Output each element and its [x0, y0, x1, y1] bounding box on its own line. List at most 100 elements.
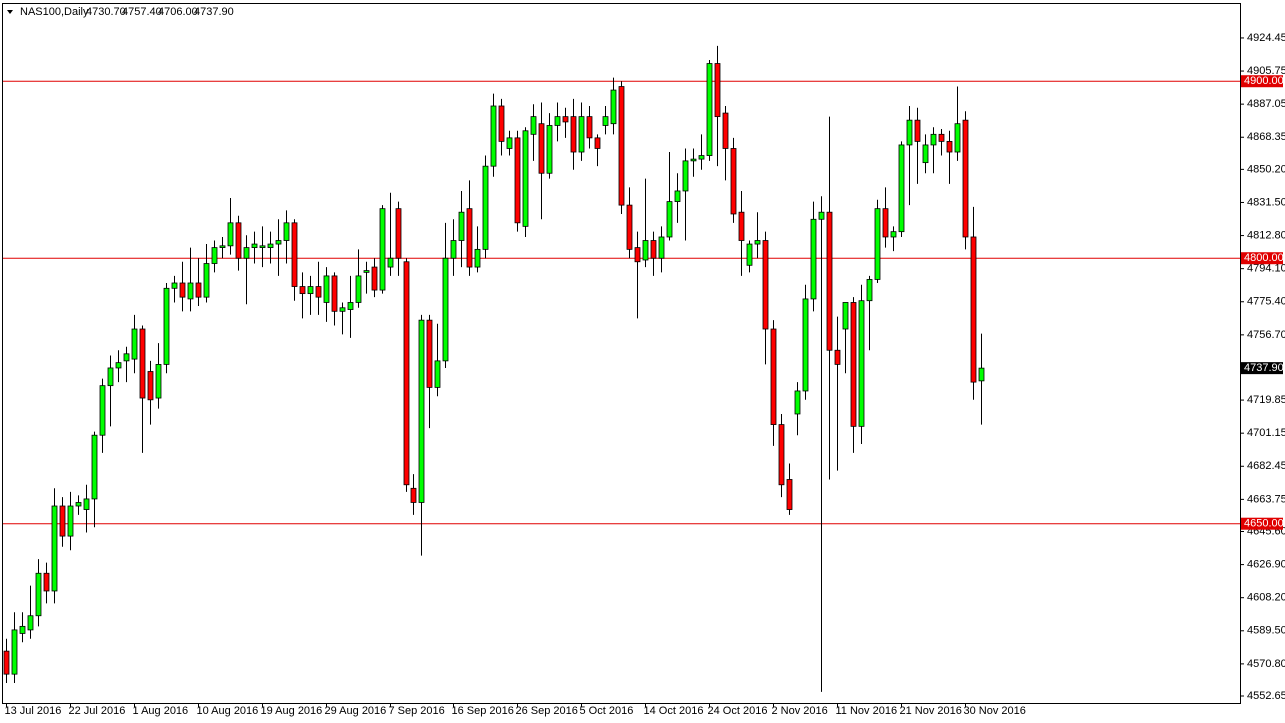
bull-body [99, 385, 106, 436]
bull-body [434, 360, 441, 388]
level-box [1241, 517, 1283, 530]
y-tick-label: 4756.70 [1247, 329, 1285, 341]
bull-body [818, 211, 825, 220]
x-tick-label: 11 Nov 2016 [836, 705, 898, 717]
bear-body [786, 479, 793, 510]
bull-body [107, 367, 114, 387]
bull-body [754, 240, 761, 245]
x-tick-label: 10 Aug 2016 [197, 705, 259, 717]
x-tick-label: 16 Sep 2016 [452, 705, 514, 717]
y-tick-label: 4626.90 [1247, 558, 1285, 570]
bull-body [211, 247, 218, 264]
bear-body [650, 240, 657, 259]
bear-body [59, 505, 66, 537]
bear-body [730, 148, 737, 215]
bull-body [666, 201, 673, 238]
bull-body [355, 275, 362, 303]
bear-body [371, 266, 378, 291]
bull-body [123, 353, 130, 362]
bear-body [426, 319, 433, 388]
level-label: 4900.00 [1244, 75, 1284, 87]
bear-body [778, 424, 785, 486]
bull-body [251, 243, 258, 248]
bear-body [826, 211, 833, 351]
x-tick-label: 7 Sep 2016 [389, 705, 445, 717]
y-tick-label: 4589.50 [1247, 625, 1285, 637]
bull-body [379, 208, 386, 291]
bull-body [243, 247, 250, 259]
bear-body [395, 208, 402, 259]
y-tick-label: 4552.65 [1247, 690, 1285, 702]
x-tick-label: 5 Oct 2016 [580, 705, 634, 717]
bear-body [139, 328, 146, 399]
bear-body [43, 572, 50, 592]
bull-body [530, 116, 537, 135]
bear-body [962, 119, 969, 238]
plot-frame [2, 3, 1241, 704]
level-label: 4800.00 [1244, 252, 1284, 264]
bull-body [418, 319, 425, 503]
bear-body [195, 282, 202, 298]
bull-body [642, 240, 649, 261]
x-tick-label: 22 Jul 2016 [69, 705, 126, 717]
y-tick-label: 4868.35 [1247, 131, 1285, 143]
price-box [1241, 362, 1283, 375]
bull-body [674, 190, 681, 202]
bull-body [347, 302, 354, 310]
y-tick-label: 4924.45 [1247, 32, 1285, 44]
bear-body [315, 286, 322, 298]
bull-body [610, 89, 617, 125]
x-tick-label: 19 Aug 2016 [261, 705, 323, 717]
bull-body [387, 257, 394, 268]
x-tick-label: 21 Nov 2016 [900, 705, 962, 717]
y-tick-label: 4570.80 [1247, 658, 1285, 670]
y-tick-label: 4663.75 [1247, 493, 1285, 505]
bull-body [83, 498, 90, 510]
bear-body [914, 119, 921, 142]
level-box [1241, 75, 1283, 88]
bear-body [331, 275, 338, 312]
bull-body [91, 434, 98, 500]
bull-body [363, 270, 370, 273]
y-tick-label: 4887.05 [1247, 98, 1285, 110]
bull-body [115, 362, 122, 369]
bull-body [554, 116, 561, 126]
x-tick-label: 30 Nov 2016 [964, 705, 1026, 717]
bear-body [634, 247, 641, 263]
bull-body [11, 629, 18, 675]
bull-body [898, 144, 905, 233]
bull-body [658, 236, 665, 259]
bull-body [219, 245, 226, 248]
y-tick-label: 4794.10 [1247, 263, 1285, 275]
bear-body [938, 133, 945, 142]
bear-body [714, 63, 721, 118]
bull-body [602, 116, 609, 126]
bull-body [51, 505, 58, 592]
bear-body [626, 204, 633, 250]
y-tick-label: 4775.40 [1247, 296, 1285, 308]
bear-body [722, 112, 729, 149]
menu-arrow[interactable] [7, 10, 13, 14]
bear-body [3, 650, 10, 675]
bear-body [514, 137, 521, 224]
x-tick-label: 29 Aug 2016 [325, 705, 387, 717]
bull-body [522, 130, 529, 227]
header-close: 4737.90 [194, 6, 234, 18]
x-tick-label: 2 Nov 2016 [772, 705, 828, 717]
bear-body [235, 222, 242, 259]
bear-body [618, 86, 625, 206]
bull-body [67, 505, 74, 537]
bear-body [562, 116, 569, 123]
bull-body [706, 63, 713, 156]
level-box [1241, 252, 1283, 265]
bull-body [546, 125, 553, 174]
y-tick-label: 4719.85 [1247, 394, 1285, 406]
bull-body [203, 263, 210, 298]
bull-body [874, 208, 881, 280]
bull-body [474, 248, 481, 268]
bull-body [746, 243, 753, 266]
x-tick-label: 24 Oct 2016 [708, 705, 768, 717]
bear-body [770, 328, 777, 425]
